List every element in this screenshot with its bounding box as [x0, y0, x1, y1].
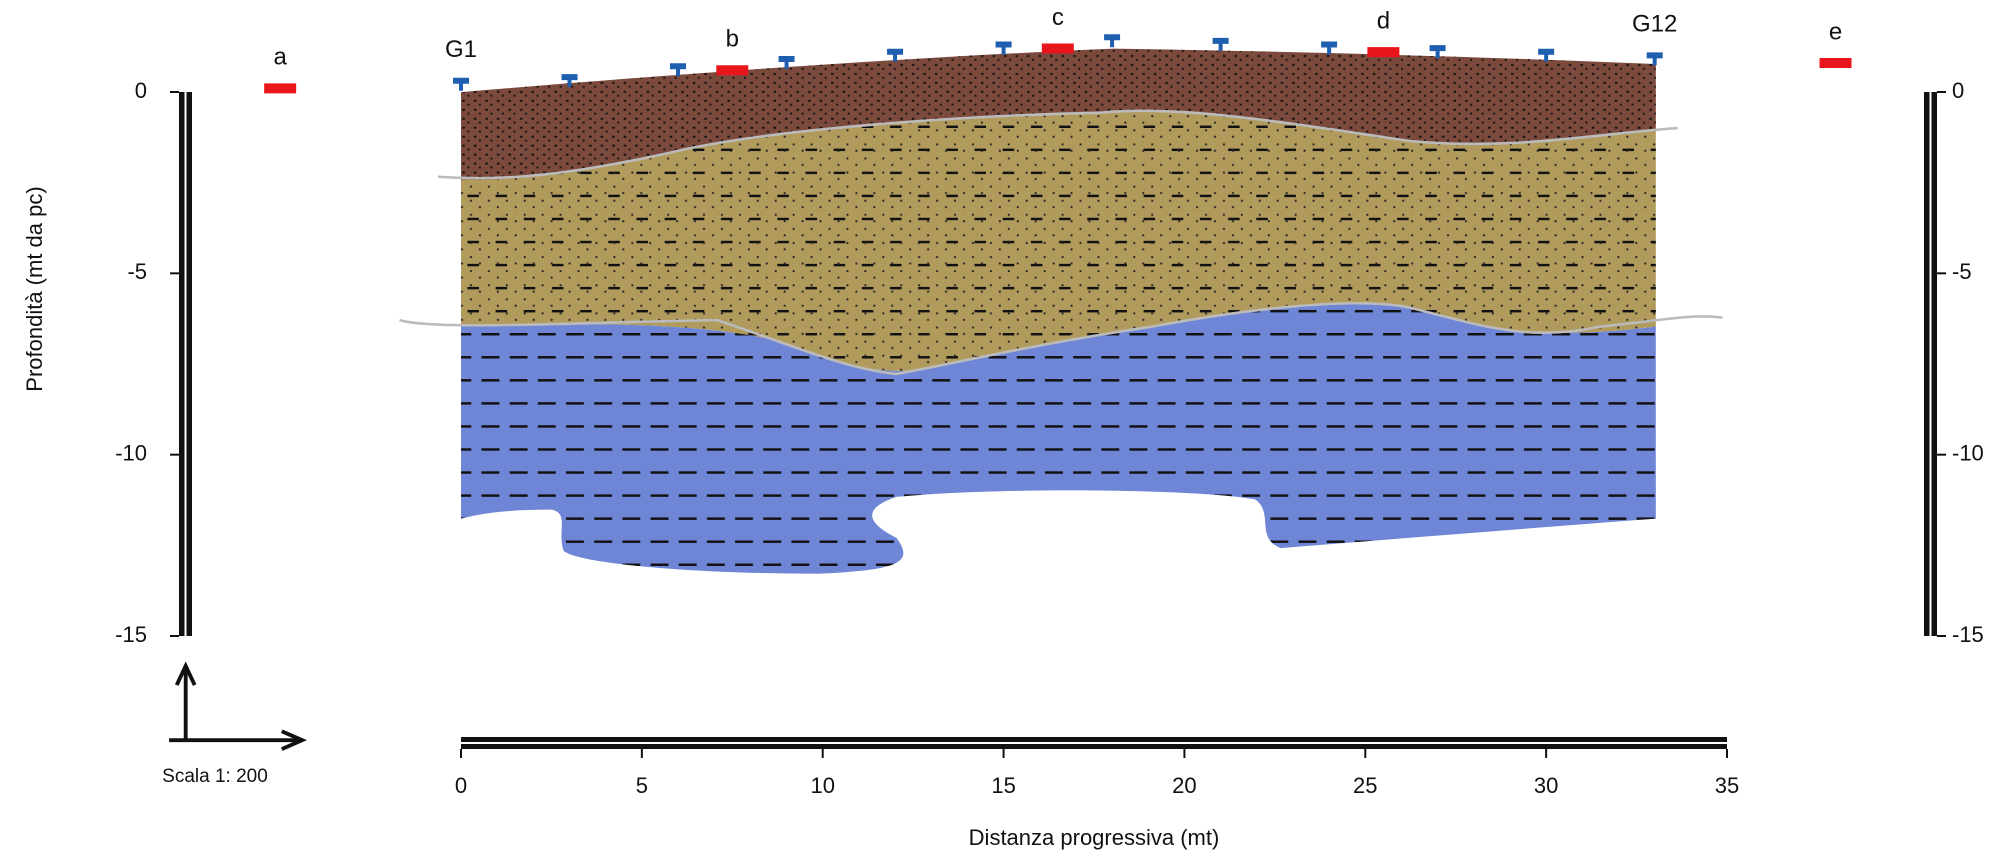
- y-tick-label: -5: [1952, 259, 1972, 284]
- geophone: [1647, 52, 1663, 65]
- geophone: [453, 78, 469, 91]
- scale-label: Scala 1: 200: [162, 766, 268, 787]
- marker: [716, 65, 748, 75]
- y-tick-label: -10: [115, 440, 147, 465]
- y-tick-label: 0: [135, 78, 147, 103]
- geophone-label: G1: [445, 36, 477, 63]
- marker-label: a: [273, 44, 287, 71]
- y-axis-title: Profondità (mt da pc): [22, 186, 47, 391]
- y-tick-label: -5: [127, 259, 147, 284]
- marker: [264, 83, 296, 93]
- geophone: [1321, 41, 1337, 54]
- geophone-label: G12: [1632, 11, 1677, 38]
- marker-label: d: [1377, 7, 1390, 34]
- y-tick-label: -10: [1952, 440, 1984, 465]
- x-axis-title: Distanza progressiva (mt): [969, 825, 1220, 850]
- x-tick-label: 35: [1715, 773, 1739, 798]
- y-tick-label: 0: [1952, 78, 1964, 103]
- geophone: [1213, 38, 1229, 51]
- geophone: [670, 63, 686, 76]
- x-tick-label: 5: [636, 773, 648, 798]
- y-tick-label: -15: [115, 622, 147, 647]
- x-tick-label: 0: [455, 773, 467, 798]
- marker-label: e: [1829, 18, 1842, 45]
- x-tick-label: 30: [1534, 773, 1558, 798]
- marker: [1042, 43, 1074, 53]
- marker-label: b: [726, 26, 739, 53]
- chart: Profondità (mt da pc) Distanza progressi…: [0, 0, 2008, 857]
- section-layers: [169, 49, 1722, 749]
- marker: [1820, 58, 1852, 68]
- x-tick-label: 15: [991, 773, 1015, 798]
- x-tick-label: 25: [1353, 773, 1377, 798]
- x-tick-label: 20: [1172, 773, 1196, 798]
- x-tick-label: 10: [810, 773, 834, 798]
- geophone: [1104, 34, 1120, 47]
- y-tick-label: -15: [1952, 622, 1984, 647]
- marker-label: c: [1052, 4, 1064, 31]
- geophone: [996, 41, 1012, 54]
- marker: [1367, 47, 1399, 57]
